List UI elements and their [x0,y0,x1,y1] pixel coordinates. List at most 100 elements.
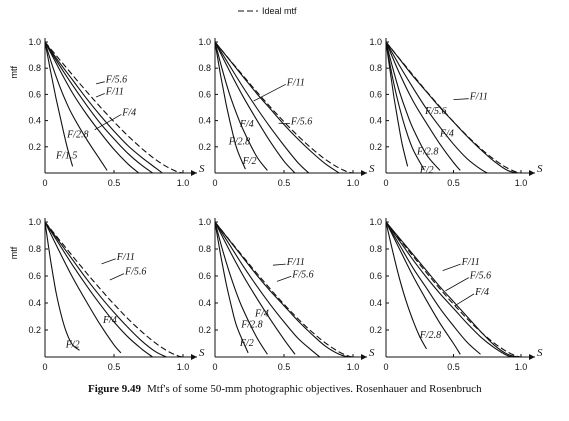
y-tick-label: 0.4 [28,116,41,126]
x-tick-label: 1.0 [515,178,528,188]
f-number-label: F/4 [439,128,454,139]
f-number-label: F/11 [116,252,135,263]
x-axis-label: S [537,163,543,175]
caption-figure-number: Figure 9.49 [88,383,141,395]
curve-f5-6 [214,41,310,174]
panel-top-right: 0.2 0.4 0.6 0.8 1.0 0 0.5 1.0 S F/11 F/5.6 F/4F/2.8… [369,37,543,188]
f-number-label: F/4 [121,107,136,118]
x-tick-label: 0 [42,362,47,372]
label-leader-line [453,98,469,101]
f-number-label: F/5.6 [291,269,313,280]
x-tick-label: 1.0 [177,178,190,188]
label-leader-line [253,83,286,102]
curve-f4 [44,221,122,354]
curve-f2-8 [385,221,461,355]
x-tick-label: 0 [383,362,388,372]
f-number-label: F/2 [419,165,434,176]
f-number-label: F/11 [286,257,305,268]
x-tick-label: 0 [42,178,47,188]
f-number-label: F/4 [239,119,254,130]
y-tick-label: 1.0 [369,37,382,47]
x-axis-arrow [529,354,535,360]
curve-f5-6 [44,41,163,174]
f-number-label: F/11 [286,77,305,88]
curve-f5-6 [214,221,321,358]
figure-caption: Figure 9.49 Mtf's of some 50-mm photograp… [88,383,558,395]
x-axis-label: S [369,347,375,359]
y-tick-label: 0.2 [369,142,382,152]
f-number-label: F/5.6 [290,117,312,128]
x-tick-label: 0 [383,178,388,188]
x-tick-label: 0.5 [278,178,291,188]
x-axis-arrow [191,354,197,360]
label-leader-line [101,258,116,265]
y-tick-label: 1.0 [198,37,211,47]
x-tick-label: 1.0 [515,362,528,372]
y-axis-label: mtf [9,246,19,259]
f-number-label: F/4 [474,287,489,298]
curve-f5-6 [385,221,516,358]
x-axis-label: S [369,163,375,175]
y-tick-label: 0.6 [198,271,211,281]
f-number-label: F/1.5 [55,151,77,162]
f-number-label: F/2.8 [416,147,438,158]
ideal-mtf-curve [44,41,184,174]
x-tick-label: 0.5 [278,362,291,372]
legend: Ideal mtf [238,6,297,16]
x-tick-label: 0 [212,362,217,372]
curve-f2-8 [214,221,268,355]
curve-f2 [44,221,80,351]
y-tick-label: 0.8 [369,244,382,254]
curve-unlabeled-5 [385,41,409,167]
y-tick-label: 0.6 [28,89,41,99]
label-leader-line [95,81,105,85]
y-tick-label: 0.8 [198,63,211,73]
y-tick-label: 0.2 [28,325,41,335]
y-tick-label: 0.2 [28,142,41,152]
curve-f4 [214,221,296,355]
x-axis-arrow [361,170,367,176]
y-tick-label: 0.6 [28,271,41,281]
f-number-label: F/4 [102,315,117,326]
ideal-mtf-curve [214,41,354,174]
label-leader-line [276,275,292,282]
y-tick-label: 0.4 [28,298,41,308]
x-tick-label: 1.0 [347,178,360,188]
curve-f2 [214,41,246,170]
curve-f11 [385,221,519,358]
label-leader-line [94,114,122,131]
x-tick-label: 1.0 [347,362,360,372]
f-number-label: F/2 [239,338,254,349]
x-axis-arrow [191,170,197,176]
y-tick-label: 0.6 [369,89,382,99]
y-tick-label: 0.4 [198,116,211,126]
legend-ideal-label: Ideal mtf [262,6,297,16]
label-leader-line [109,273,125,281]
y-tick-label: 0.8 [28,63,41,73]
x-axis-label: S [537,347,543,359]
x-tick-label: 0.5 [447,362,460,372]
label-leader-line [454,293,475,307]
curve-f11 [214,41,340,174]
x-tick-label: 0 [212,178,217,188]
f-number-label: F/5.6 [469,271,491,282]
curve-f2 [385,41,425,170]
y-tick-label: 0.4 [369,298,382,308]
f-number-label: F/2 [65,340,80,351]
curve-f4 [385,221,481,355]
panel-bottom-middle: 0.2 0.4 0.6 0.8 1.0 0 0.5 1.0 S F/11F/5.6 F/4F/2.8… [198,217,375,372]
curve-f4 [44,41,140,174]
f-number-label: F/5.6 [124,267,146,278]
f-number-label: F/5.6 [105,75,127,86]
x-axis-arrow [529,170,535,176]
f-number-label: F/11 [105,86,124,97]
f-number-label: F/2 [242,156,257,167]
ideal-mtf-curve [44,221,184,358]
y-tick-label: 0.6 [198,89,211,99]
curve-f5-6 [44,221,153,358]
label-leader-line [95,93,105,98]
panels: 0.20.40.60.81.00 0.5 1.0SmtfF/5.6F/11F/4F/… [9,37,543,372]
y-tick-label: 0.4 [198,298,211,308]
ideal-mtf-curve [385,221,522,358]
x-tick-label: 0.5 [108,178,121,188]
